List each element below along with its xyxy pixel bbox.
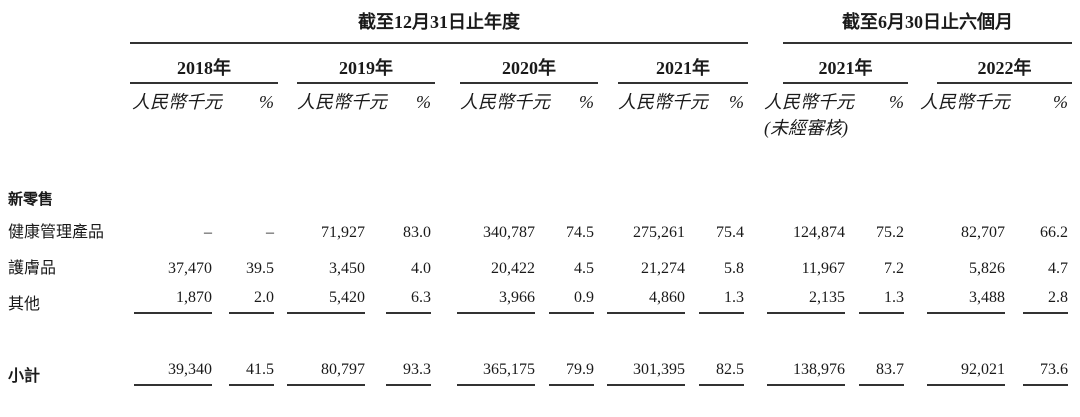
period-group-row: 截至12月31日止年度 截至6月30日止六個月 [0,0,1072,44]
unit-label: 人民幣千元 [764,92,854,112]
unit-label: 人民幣千元 [460,92,550,112]
percent-cell: 0.9 [535,287,598,323]
percent-cell: 2.0 [212,287,278,323]
percent-label: % [579,92,594,112]
value-cell: 1,870 [130,287,212,323]
value-cell: 3,450 [329,260,365,277]
percent-cell: 1.3 [685,287,748,323]
percent-label: % [416,92,431,112]
value-cell: 20,422 [491,260,535,277]
value-cell: 21,274 [641,260,685,277]
value-cell: 365,175 [435,355,535,395]
table-row-skincare: 護膚品 37,470 39.5 3,450 4.0 20,422 4.5 21,… [0,251,1072,287]
units-row: 人民幣千元 % 人民幣千元 % 人民幣千元 % 人民幣千元 % 人民幣千元 (未… [0,84,1072,141]
percent-cell: 4.7 [1048,260,1068,277]
value-cell: 3,966 [435,287,535,323]
value-cell: 80,797 [278,355,365,395]
percent-cell: 6.3 [365,287,435,323]
value-cell: 3,488 [908,287,1005,323]
value-cell: 301,395 [598,355,685,395]
spacer-row [0,323,1072,355]
percent-label: % [259,92,274,112]
revenue-breakdown-table: 截至12月31日止年度 截至6月30日止六個月 2018年 2019年 2020… [0,0,1072,395]
spacer-row [0,141,1072,183]
value-cell: 37,470 [168,260,212,277]
year-header-2020: 2020年 [460,44,598,84]
interim-period-header: 截至6月30日止六個月 [783,0,1072,44]
unit-label: 人民幣千元 [618,92,708,112]
value-cell: 4,860 [598,287,685,323]
percent-cell: 83.0 [403,224,431,241]
percent-cell: 93.3 [365,355,435,395]
interim-period-group: 截至6月30日止六個月 [748,0,1072,44]
row-label: 健康管理產品 [8,224,105,241]
percent-cell: 4.0 [411,260,431,277]
row-label: 其他 [8,296,41,313]
value-cell: 5,420 [278,287,365,323]
percent-cell: 74.5 [566,224,594,241]
value-cell: 71,927 [321,224,365,241]
percent-label: % [1053,92,1068,112]
value-cell: 11,967 [801,260,845,277]
value-cell: 138,976 [748,355,845,395]
percent-cell: 83.7 [845,355,908,395]
year-header-row: 2018年 2019年 2020年 2021年 2021年 2022年 [0,44,1072,84]
percent-cell: – [266,224,274,241]
value-cell: 5,826 [969,260,1005,277]
unaudited-note: (未經審核) [764,118,848,138]
percent-cell: 66.2 [1040,224,1068,241]
value-cell: 92,021 [908,355,1005,395]
percent-label: % [729,92,744,112]
percent-cell: 39.5 [246,260,274,277]
corner-cell [0,0,130,44]
unit-label: 人民幣千元 [132,92,222,112]
percent-cell: 1.3 [845,287,908,323]
value-cell: 2,135 [748,287,845,323]
percent-cell: 7.2 [884,260,904,277]
value-cell: – [204,224,212,241]
unit-label: 人民幣千元 [920,92,1010,112]
year-header-2021-interim: 2021年 [783,44,908,84]
subtotal-row: 小計 39,340 41.5 80,797 93.3 365,175 79.9 … [0,355,1072,395]
year-header-2019: 2019年 [297,44,435,84]
value-cell: 275,261 [633,224,685,241]
percent-cell: 2.8 [1005,287,1072,323]
annual-period-header: 截至12月31日止年度 [130,0,748,44]
percent-cell: 75.2 [876,224,904,241]
percent-label: % [889,92,904,112]
percent-cell: 4.5 [574,260,594,277]
section-row-new-retail: 新零售 [0,183,1072,215]
section-title: 新零售 [8,192,54,208]
row-label: 護膚品 [8,260,57,277]
unit-label-unaudited: 人民幣千元 (未經審核) [748,84,854,141]
value-cell: 340,787 [483,224,535,241]
percent-cell: 79.9 [535,355,598,395]
unit-label: 人民幣千元 [297,92,387,112]
value-cell: 39,340 [130,355,212,395]
percent-cell: 75.4 [716,224,744,241]
table-row-health-products: 健康管理產品 – – 71,927 83.0 340,787 74.5 275,… [0,215,1072,251]
percent-cell: 41.5 [212,355,278,395]
percent-cell: 5.8 [724,260,744,277]
year-header-2022-interim: 2022年 [937,44,1072,84]
subtotal-label: 小計 [8,368,41,385]
year-header-2018: 2018年 [130,44,278,84]
percent-cell: 82.5 [685,355,748,395]
percent-cell: 73.6 [1005,355,1072,395]
value-cell: 124,874 [793,224,845,241]
year-header-2021: 2021年 [618,44,748,84]
table-row-others: 其他 1,870 2.0 5,420 6.3 3,966 0.9 4,860 1… [0,287,1072,323]
annual-period-group: 截至12月31日止年度 [130,0,748,44]
value-cell: 82,707 [961,224,1005,241]
